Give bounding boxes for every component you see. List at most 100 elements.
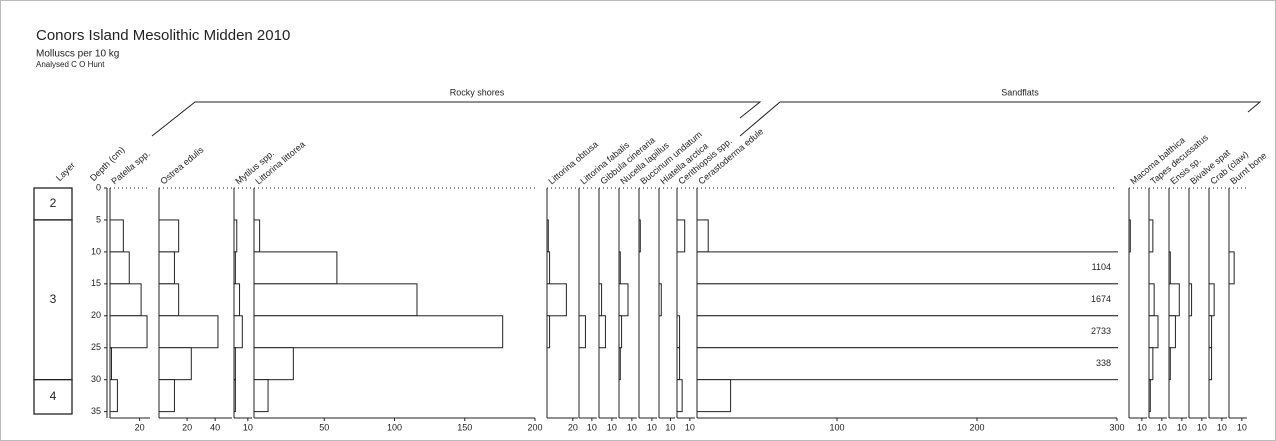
- bar: [158, 379, 175, 413]
- bar: [696, 219, 709, 253]
- panel: [546, 219, 567, 349]
- bar: [1168, 315, 1176, 349]
- y-tick-label: 15: [91, 278, 101, 288]
- value-label: 1104: [1092, 262, 1111, 272]
- panel: [1148, 219, 1159, 413]
- bar: [109, 219, 124, 253]
- bar: [253, 347, 294, 381]
- y-tick-label: 25: [91, 342, 101, 352]
- panel: [1128, 219, 1131, 253]
- bar: [546, 219, 549, 253]
- y-tick-label: 0: [96, 182, 101, 192]
- x-tick-label: 10: [1157, 422, 1167, 432]
- layer-box: [33, 187, 73, 221]
- bar: [1148, 379, 1151, 413]
- bar: [696, 283, 1118, 317]
- x-tick-label: 10: [1217, 422, 1227, 432]
- bar: [158, 283, 180, 317]
- panel: [1208, 283, 1215, 381]
- group-bracket: [739, 101, 1262, 137]
- bar: [158, 315, 219, 349]
- bar: [253, 315, 504, 349]
- bar: [109, 347, 112, 381]
- y-tick-label: 35: [91, 406, 101, 416]
- bar: [546, 315, 551, 349]
- bar: [233, 347, 236, 381]
- subtitle: Molluscs per 10 kg: [36, 49, 119, 60]
- layer-label: 3: [50, 292, 57, 306]
- x-tick-label: 10: [1237, 422, 1247, 432]
- bar: [676, 315, 681, 349]
- bar: [676, 219, 686, 253]
- bar: [1228, 251, 1235, 285]
- bar: [109, 283, 142, 317]
- x-tick-label: 10: [1137, 422, 1147, 432]
- x-tick-label: 10: [1177, 422, 1187, 432]
- bar: [253, 283, 418, 317]
- bar: [696, 379, 732, 413]
- bar: [638, 219, 641, 253]
- value-label: 1674: [1091, 294, 1111, 304]
- panel: [109, 219, 148, 413]
- layer-label: 2: [50, 196, 57, 210]
- bar: [1168, 251, 1171, 285]
- bar: [696, 315, 1118, 349]
- bar: [233, 283, 241, 317]
- bar: [1148, 219, 1154, 253]
- bar: [233, 219, 238, 253]
- bar: [233, 379, 236, 413]
- x-tick-label: 100: [829, 422, 844, 432]
- x-tick-label: 10: [627, 422, 637, 432]
- bar: [1128, 219, 1131, 253]
- group-label: Sandflats: [1001, 87, 1039, 97]
- bar: [1208, 283, 1215, 317]
- layer-box: [33, 219, 73, 381]
- bar: [233, 315, 243, 349]
- x-tick-label: 20: [135, 422, 145, 432]
- y-tick-label: 5: [96, 214, 101, 224]
- bar: [696, 347, 1118, 381]
- bar: [1168, 347, 1171, 381]
- panel: [1228, 251, 1235, 285]
- panel: [618, 251, 629, 381]
- x-tick-label: 10: [587, 422, 597, 432]
- y-tick-label: 30: [91, 374, 101, 384]
- bar: [1188, 283, 1193, 317]
- x-tick-label: 50: [319, 422, 329, 432]
- panel: [578, 315, 586, 349]
- layer-box: [33, 379, 73, 415]
- layer-label: 4: [50, 389, 57, 403]
- bar: [676, 347, 681, 381]
- panel: [598, 283, 606, 349]
- bar: [676, 379, 683, 413]
- bar: [1148, 347, 1154, 381]
- panel: [676, 219, 686, 413]
- bar: [546, 283, 567, 317]
- panel: [638, 219, 641, 253]
- bar: [1148, 283, 1155, 317]
- x-tick-label: 20: [182, 422, 192, 432]
- y-tick-label: 10: [91, 246, 101, 256]
- bar: [1148, 315, 1159, 349]
- bar: [253, 379, 269, 413]
- bar: [618, 251, 621, 285]
- bar: [158, 347, 192, 381]
- x-tick-label: 10: [243, 422, 253, 432]
- bar: [109, 379, 118, 413]
- group-label: Rocky shores: [450, 87, 505, 97]
- bar: [578, 315, 586, 349]
- bar: [1168, 283, 1180, 317]
- bar: [696, 251, 1118, 285]
- bar: [618, 347, 621, 381]
- bar: [1208, 347, 1213, 381]
- bar: [233, 251, 236, 285]
- bar: [598, 283, 603, 317]
- value-label: 2733: [1091, 326, 1111, 336]
- bar: [598, 315, 606, 349]
- chart-title: Conors Island Mesolithic Midden 2010: [36, 27, 290, 44]
- panel: [658, 283, 662, 317]
- bar: [253, 219, 261, 253]
- x-tick-label: 20: [568, 422, 578, 432]
- bar: [158, 219, 180, 253]
